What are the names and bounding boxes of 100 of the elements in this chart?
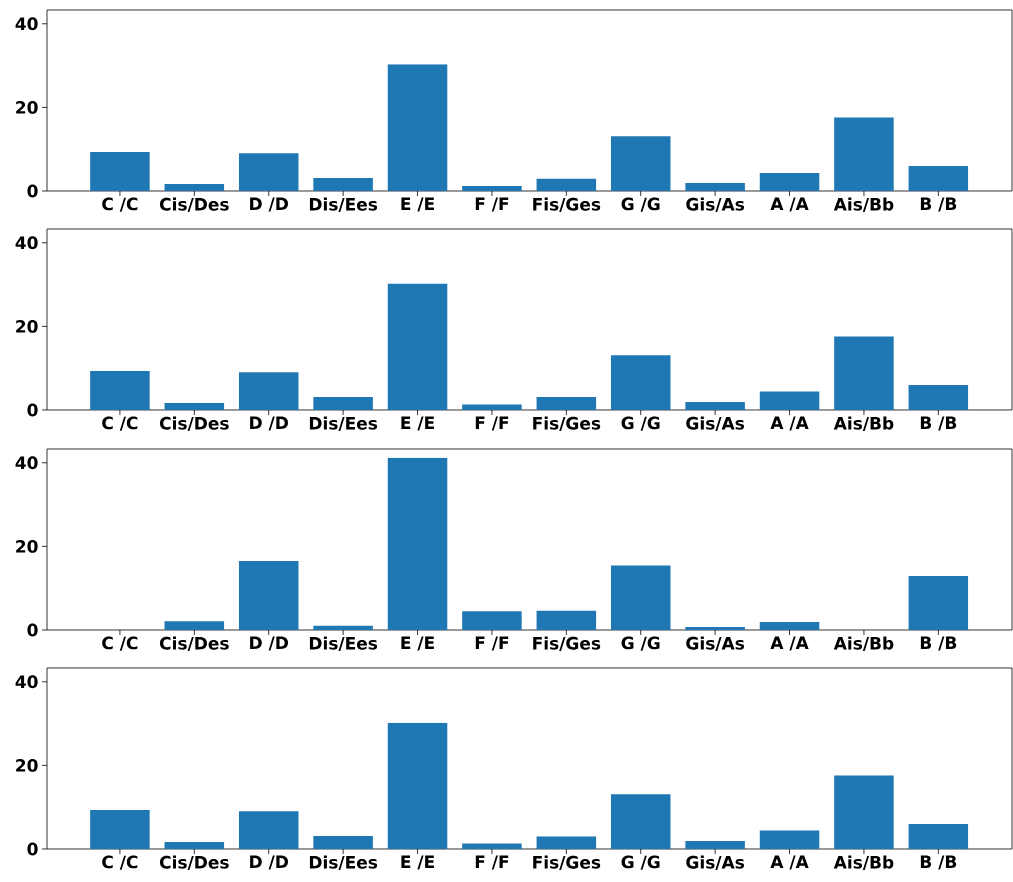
x-tick-label: Cis/Des — [159, 197, 229, 213]
x-tick-label: F /F — [475, 855, 509, 870]
y-tick-label: 0 — [27, 623, 38, 637]
x-tick-label: Cis/Des — [159, 416, 229, 432]
x-tick-label: A /A — [770, 636, 809, 651]
bar — [759, 622, 820, 630]
y-tick-label: 20 — [16, 100, 38, 114]
bar — [238, 153, 299, 191]
x-tick-label: F /F — [475, 636, 509, 651]
bar — [610, 794, 671, 849]
x-tick-label: G /G — [621, 416, 660, 431]
x-tick-label: E /E — [401, 197, 434, 212]
y-tick-label: 40 — [15, 236, 38, 250]
x-tick-label: Ais/Bb — [833, 416, 894, 432]
x-tick-label: F /F — [475, 416, 509, 431]
bar — [908, 823, 969, 849]
y-tick-label: 40 — [15, 17, 38, 31]
bar — [164, 183, 225, 191]
x-tick-label: Dis/Ees — [309, 197, 378, 213]
x-tick-label: E /E — [401, 636, 434, 651]
x-tick-label: B /B — [920, 197, 957, 212]
x-tick-label: A /A — [770, 855, 809, 870]
bar — [238, 372, 299, 410]
bar — [908, 165, 969, 191]
bar — [685, 402, 745, 410]
bar — [462, 185, 522, 191]
bar — [685, 183, 745, 191]
x-tick-label: B /B — [920, 855, 957, 870]
x-tick-label: Fis/Ges — [533, 197, 601, 213]
bar — [313, 625, 373, 630]
x-tick-label: Cis/Des — [159, 855, 229, 871]
bar — [834, 117, 894, 191]
bar — [90, 152, 150, 191]
x-tick-label: B /B — [920, 636, 957, 651]
y-tick-label: 20 — [16, 539, 38, 553]
bar — [759, 830, 820, 849]
bar — [759, 391, 820, 410]
y-tick-label: 0 — [27, 842, 38, 856]
x-tick-label: G /G — [621, 636, 660, 651]
bar — [90, 371, 150, 410]
x-tick-label: Fis/Ges — [533, 416, 601, 432]
bar — [685, 627, 745, 630]
x-tick-label: Ais/Bb — [833, 636, 894, 652]
x-tick-label: C /C — [102, 855, 138, 870]
x-tick-label: D /D — [250, 197, 288, 212]
bar — [387, 283, 448, 410]
bar — [462, 843, 522, 849]
x-tick-label: D /D — [250, 416, 288, 431]
x-tick-label: C /C — [102, 197, 138, 212]
y-tick-label: 40 — [15, 456, 38, 470]
x-tick-label: E /E — [401, 855, 434, 870]
y-tick-label: 0 — [27, 184, 38, 198]
bar — [685, 841, 745, 849]
x-tick-label: Dis/Ees — [309, 636, 378, 652]
y-tick-label: 40 — [15, 675, 38, 689]
bar — [90, 810, 150, 849]
x-tick-label: C /C — [102, 416, 138, 431]
bar — [759, 173, 820, 191]
x-tick-label: G /G — [621, 197, 660, 212]
x-tick-label: Cis/Des — [159, 636, 229, 652]
x-tick-label: C /C — [102, 636, 138, 651]
bar — [462, 404, 522, 410]
x-tick-label: Dis/Ees — [309, 855, 378, 871]
x-tick-label: Gis/As — [686, 855, 745, 871]
y-tick-label: 20 — [16, 758, 38, 772]
bar — [610, 565, 671, 630]
x-tick-label: A /A — [770, 197, 809, 212]
x-tick-label: A /A — [770, 416, 809, 431]
bar — [387, 64, 448, 191]
bar — [238, 811, 299, 849]
x-tick-label: Dis/Ees — [309, 416, 378, 432]
y-tick-label: 0 — [27, 403, 38, 417]
x-tick-label: E /E — [401, 416, 434, 431]
bar — [610, 355, 671, 410]
bar — [834, 775, 894, 849]
bar — [610, 136, 671, 191]
bar — [387, 722, 448, 849]
bar — [908, 576, 969, 630]
bar — [238, 561, 299, 630]
bar — [387, 457, 448, 630]
x-tick-label: B /B — [920, 416, 957, 431]
bar — [536, 397, 597, 410]
x-tick-label: Ais/Bb — [833, 197, 894, 213]
x-tick-label: Gis/As — [686, 636, 745, 652]
bar — [908, 384, 969, 410]
bar — [536, 610, 597, 630]
x-tick-label: Fis/Ges — [533, 855, 601, 871]
x-tick-label: D /D — [250, 855, 288, 870]
x-tick-label: Fis/Ges — [533, 636, 601, 652]
x-tick-label: D /D — [250, 636, 288, 651]
bar — [164, 621, 225, 630]
bar — [164, 402, 225, 410]
bar — [834, 336, 894, 410]
x-tick-label: Ais/Bb — [833, 855, 894, 871]
x-tick-label: F /F — [475, 197, 509, 212]
bar — [313, 178, 373, 191]
x-tick-label: G /G — [621, 855, 660, 870]
bar — [536, 836, 597, 849]
bar — [164, 841, 225, 849]
x-tick-label: Gis/As — [686, 416, 745, 432]
